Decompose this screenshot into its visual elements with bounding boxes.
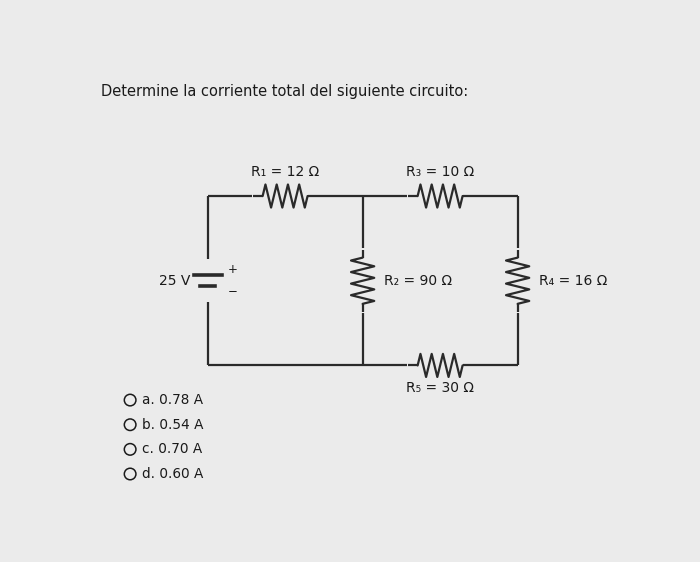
Text: 25 V: 25 V: [159, 274, 190, 288]
Text: Determine la corriente total del siguiente circuito:: Determine la corriente total del siguien…: [102, 84, 469, 99]
Text: R₅ = 30 Ω: R₅ = 30 Ω: [406, 381, 474, 395]
Text: b. 0.54 A: b. 0.54 A: [142, 418, 204, 432]
Text: R₄ = 16 Ω: R₄ = 16 Ω: [539, 274, 608, 288]
Text: R₁ = 12 Ω: R₁ = 12 Ω: [251, 165, 319, 179]
Text: R₂ = 90 Ω: R₂ = 90 Ω: [384, 274, 452, 288]
Text: R₃ = 10 Ω: R₃ = 10 Ω: [406, 165, 475, 179]
Text: d. 0.60 A: d. 0.60 A: [142, 467, 204, 481]
Text: a. 0.78 A: a. 0.78 A: [142, 393, 203, 407]
Text: −: −: [228, 285, 238, 298]
Text: c. 0.70 A: c. 0.70 A: [142, 442, 202, 456]
Text: +: +: [228, 264, 238, 277]
